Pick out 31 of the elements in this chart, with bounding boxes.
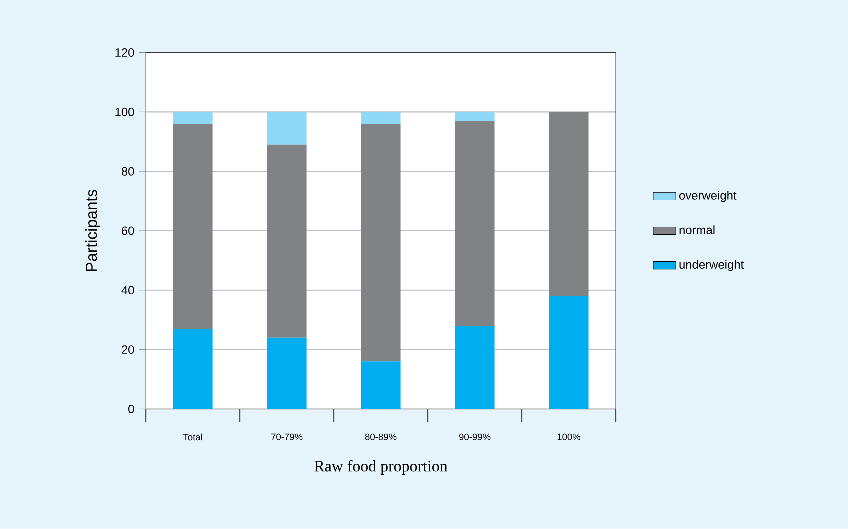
bar bbox=[267, 338, 307, 410]
bar bbox=[549, 296, 589, 410]
bar bbox=[267, 145, 307, 338]
x-tick-label: 70-79% bbox=[272, 434, 303, 441]
bar bbox=[455, 121, 495, 326]
y-tick-label: 120 bbox=[116, 48, 134, 58]
x-tick-label: 100% bbox=[558, 434, 581, 441]
x-tick-label: Total bbox=[183, 434, 202, 441]
y-tick-label: 20 bbox=[122, 346, 134, 354]
y-tick-label: 60 bbox=[122, 226, 134, 236]
y-tick-label: 100 bbox=[116, 108, 134, 117]
bar bbox=[173, 329, 213, 410]
bar bbox=[267, 112, 307, 145]
bar bbox=[361, 362, 401, 410]
y-tick-label: 40 bbox=[122, 286, 134, 295]
y-axis-title: Participants bbox=[86, 190, 100, 272]
y-tick-label: 0 bbox=[128, 405, 134, 414]
bar bbox=[173, 112, 213, 124]
bar bbox=[455, 326, 495, 410]
bar bbox=[361, 124, 401, 362]
legend-label: overweight bbox=[680, 191, 737, 202]
x-axis-title: Raw food proportion bbox=[314, 460, 448, 476]
bar bbox=[361, 112, 401, 124]
x-tick-label: 80-89% bbox=[365, 434, 397, 441]
bar bbox=[173, 124, 213, 330]
legend-label: normal bbox=[680, 226, 715, 235]
x-tick-label: 90-99% bbox=[459, 434, 491, 441]
legend-label: underweight bbox=[680, 260, 744, 272]
bar bbox=[549, 112, 589, 296]
y-tick-label: 80 bbox=[122, 168, 134, 176]
bar bbox=[455, 112, 495, 122]
